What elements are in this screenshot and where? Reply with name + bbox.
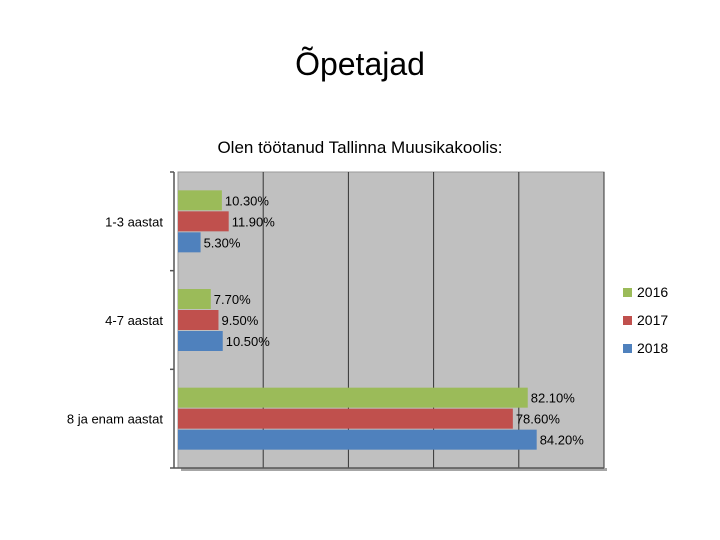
data-label: 11.90% bbox=[232, 214, 276, 229]
bar bbox=[178, 429, 537, 450]
bar bbox=[178, 331, 223, 351]
data-label: 82.10% bbox=[531, 391, 576, 406]
data-label: 84.20% bbox=[540, 433, 585, 448]
category-label: 1-3 aastat bbox=[105, 214, 163, 229]
chart-title: Olen töötanud Tallinna Muusikakoolis: bbox=[217, 138, 502, 157]
bar bbox=[178, 289, 211, 309]
legend-swatch bbox=[623, 344, 632, 353]
bar bbox=[178, 387, 528, 408]
plot-floor bbox=[181, 468, 607, 471]
data-label: 7.70% bbox=[214, 292, 251, 307]
legend-swatch bbox=[623, 316, 632, 325]
legend-swatch bbox=[623, 288, 632, 297]
bar bbox=[178, 190, 222, 211]
data-label: 9.50% bbox=[221, 313, 258, 328]
bar bbox=[178, 211, 229, 232]
legend-label: 2017 bbox=[637, 312, 668, 328]
bar bbox=[178, 232, 201, 253]
legend-label: 2018 bbox=[637, 340, 668, 356]
data-label: 10.50% bbox=[226, 334, 271, 349]
category-label: 8 ja enam aastat bbox=[67, 412, 164, 427]
data-label: 5.30% bbox=[204, 235, 241, 250]
slide-title: Õpetajad bbox=[295, 46, 425, 82]
data-label: 10.30% bbox=[225, 193, 270, 208]
legend-label: 2016 bbox=[637, 284, 668, 300]
bar bbox=[178, 408, 513, 429]
bar bbox=[178, 310, 219, 330]
category-label: 4-7 aastat bbox=[105, 313, 163, 328]
legend: 2016 2017 2018 bbox=[623, 284, 668, 356]
data-label: 78.60% bbox=[516, 412, 561, 427]
